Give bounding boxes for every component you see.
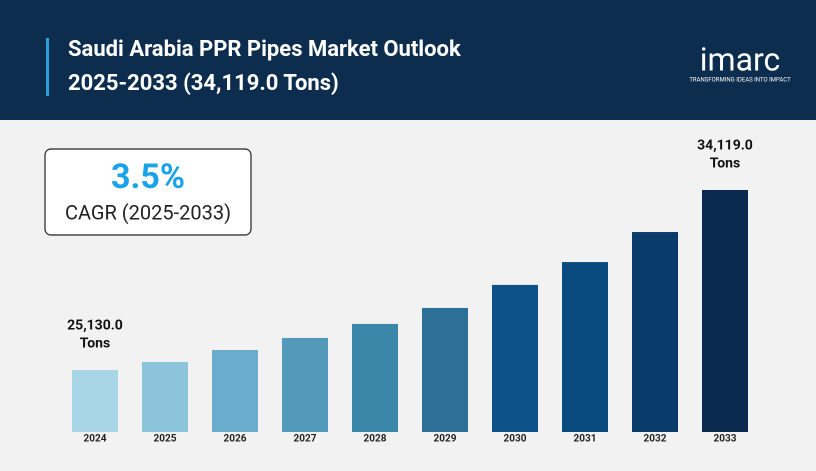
x-tick-label: 2031: [574, 434, 597, 445]
bar: [212, 349, 258, 432]
brand-logo: imarc: [700, 40, 781, 78]
chart-title: Saudi Arabia PPR Pipes Market Outlook: [68, 37, 461, 62]
bar: [632, 232, 678, 432]
x-tick-label: 2026: [224, 434, 247, 445]
bar: [492, 284, 538, 432]
header: [0, 0, 816, 120]
cagr-label: CAGR (2025-2033): [65, 200, 231, 224]
header-accent: [46, 38, 49, 96]
x-tick-label: 2030: [504, 434, 527, 445]
value-label: Tons: [710, 156, 740, 172]
bar: [562, 262, 608, 432]
value-label: 34,119.0: [697, 138, 753, 154]
bar: [142, 361, 188, 432]
x-tick-label: 2025: [154, 434, 177, 445]
bar: [282, 337, 328, 432]
x-tick-label: 2033: [714, 434, 737, 445]
x-tick-label: 2027: [294, 434, 317, 445]
x-tick-label: 2032: [644, 434, 667, 445]
value-label: Tons: [80, 336, 110, 352]
x-tick-label: 2029: [434, 434, 457, 445]
brand-tagline: TRANSFORMING IDEAS INTO IMPACT: [689, 77, 791, 84]
x-tick-label: 2024: [84, 434, 107, 445]
value-label: 25,130.0: [67, 318, 123, 334]
cagr-value: 3.5%: [111, 157, 185, 197]
chart-subtitle: 2025-2033 (34,119.0 Tons): [68, 71, 339, 96]
bar: [72, 370, 118, 432]
bar: [422, 307, 468, 432]
x-tick-label: 2028: [364, 434, 387, 445]
cagr-box: [44, 148, 252, 236]
bar: [702, 190, 748, 432]
bar: [352, 323, 398, 432]
